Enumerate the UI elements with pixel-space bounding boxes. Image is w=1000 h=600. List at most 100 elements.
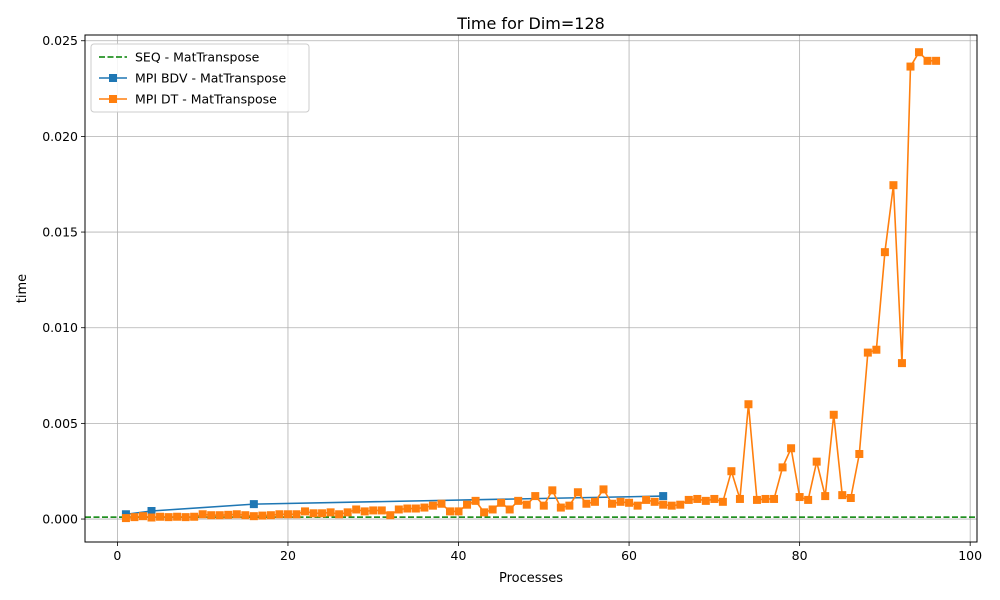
data-point [633,501,642,510]
data-point [394,505,403,514]
data-point [625,498,634,507]
data-point [249,512,258,521]
data-point [701,496,710,505]
data-point [556,503,565,512]
data-point [906,62,915,71]
data-point [156,512,165,521]
data-point [224,510,233,519]
data-point [880,248,889,257]
data-point [497,498,506,507]
data-point [752,495,761,504]
data-point [915,48,924,57]
data-point [369,506,378,515]
data-point [164,513,173,522]
legend-label: SEQ - MatTranspose [135,50,260,65]
legend-label: MPI BDV - MatTranspose [135,71,286,86]
data-point [292,510,301,519]
plot-area [85,48,977,523]
legend-marker [109,95,117,103]
data-point [855,449,864,458]
series-2 [121,48,941,523]
data-point [445,507,454,516]
data-point [923,56,932,65]
data-point [710,494,719,503]
x-tick-label: 40 [451,548,467,563]
data-point [471,496,480,505]
data-point [343,508,352,517]
y-tick-label: 0.005 [42,416,78,431]
data-point [121,514,130,523]
data-point [147,513,156,522]
data-point [301,507,310,516]
data-point [352,505,361,514]
data-point [650,497,659,506]
data-point [215,511,224,520]
x-axis: 0 20 40 60 80 100 [113,542,982,563]
data-point [181,513,190,522]
legend-marker [109,74,117,82]
data-point [727,467,736,476]
x-tick-label: 100 [958,548,982,563]
data-point [642,495,651,504]
data-point [232,510,241,519]
data-point [326,508,335,517]
data-point [693,494,702,503]
data-point [505,505,514,514]
y-tick-label: 0.025 [42,33,78,48]
data-point [138,512,147,521]
data-point [846,493,855,502]
data-point [821,492,830,501]
data-point [582,499,591,508]
data-point [787,444,796,453]
data-point [667,501,676,510]
data-point [616,497,625,506]
data-point [676,500,685,509]
data-point [522,500,531,509]
y-tick-label: 0.015 [42,225,78,240]
data-point [258,511,267,520]
data-point [804,495,813,504]
y-tick-label: 0.010 [42,320,78,335]
data-point [147,507,156,516]
data-point [872,345,881,354]
data-point [190,512,199,521]
legend-item: MPI BDV - MatTranspose [99,71,286,86]
data-point [897,359,906,368]
data-point [565,501,574,510]
data-point [608,499,617,508]
legend-label: MPI DT - MatTranspose [135,92,277,107]
data-point [309,509,318,518]
data-point [428,501,437,510]
data-point [275,510,284,519]
data-point [386,511,395,520]
data-point [241,511,250,520]
data-point [829,410,838,419]
data-point [173,512,182,521]
x-tick-label: 0 [113,548,121,563]
data-point [539,501,548,510]
x-tick-label: 60 [621,548,637,563]
data-point [932,56,941,65]
data-point [744,400,753,409]
data-point [266,511,275,520]
data-point [684,495,693,504]
x-axis-label: Processes [499,571,563,586]
y-tick-label: 0.000 [42,512,78,527]
y-axis: 0.000 0.005 0.010 0.015 0.020 0.025 [42,33,85,527]
data-point [488,505,497,514]
series-line [125,495,664,516]
data-point [207,511,216,520]
data-point [463,500,472,509]
axes-frame [84,34,978,543]
data-point [548,486,557,495]
data-point [863,348,872,357]
data-point [659,492,668,501]
y-axis-label: time [15,274,30,303]
data-point [249,500,258,509]
data-point [599,485,608,494]
y-tick-label: 0.020 [42,129,78,144]
grid [85,35,977,542]
data-point [420,503,429,512]
data-point [360,507,369,516]
data-point [437,499,446,508]
